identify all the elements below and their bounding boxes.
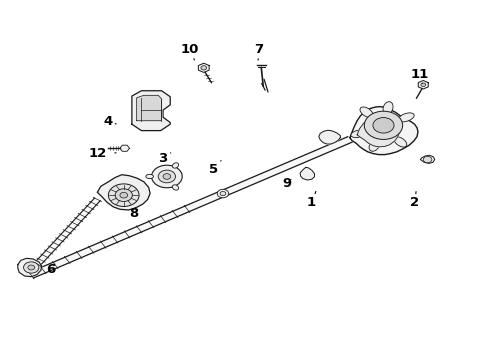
Polygon shape [356, 116, 399, 147]
Polygon shape [417, 81, 427, 89]
Text: 8: 8 [129, 207, 139, 220]
Polygon shape [349, 107, 417, 154]
Ellipse shape [359, 107, 372, 117]
Circle shape [108, 184, 139, 207]
Ellipse shape [393, 137, 406, 147]
Polygon shape [198, 63, 209, 72]
Text: 5: 5 [208, 161, 221, 176]
Polygon shape [29, 137, 351, 278]
Text: 10: 10 [180, 43, 198, 60]
Circle shape [120, 192, 127, 198]
Ellipse shape [398, 113, 413, 122]
Text: 6: 6 [46, 264, 55, 276]
Text: 1: 1 [306, 192, 316, 210]
Circle shape [372, 118, 393, 133]
Circle shape [115, 189, 132, 202]
Text: 2: 2 [409, 192, 418, 210]
Text: 12: 12 [88, 147, 116, 160]
Circle shape [420, 83, 425, 86]
Circle shape [364, 111, 402, 139]
Ellipse shape [172, 185, 178, 190]
Polygon shape [97, 175, 150, 210]
Circle shape [201, 66, 206, 70]
Polygon shape [18, 258, 41, 277]
Polygon shape [300, 167, 314, 180]
Polygon shape [31, 198, 100, 270]
Ellipse shape [368, 139, 379, 151]
Text: 11: 11 [409, 68, 427, 84]
Circle shape [151, 165, 182, 188]
Circle shape [23, 262, 39, 273]
Circle shape [220, 192, 225, 196]
Circle shape [217, 189, 228, 198]
Ellipse shape [145, 174, 153, 179]
Polygon shape [318, 130, 340, 144]
Ellipse shape [172, 163, 178, 168]
Text: 9: 9 [282, 177, 291, 190]
Polygon shape [120, 145, 129, 151]
Circle shape [158, 170, 175, 183]
Circle shape [423, 156, 431, 163]
Ellipse shape [382, 102, 392, 114]
Polygon shape [137, 95, 161, 121]
Circle shape [163, 174, 170, 179]
Polygon shape [132, 91, 170, 131]
Ellipse shape [350, 130, 366, 138]
Text: 3: 3 [158, 152, 170, 165]
Text: 4: 4 [103, 115, 116, 128]
Text: 7: 7 [254, 43, 263, 60]
Circle shape [28, 265, 35, 270]
Polygon shape [420, 155, 434, 163]
